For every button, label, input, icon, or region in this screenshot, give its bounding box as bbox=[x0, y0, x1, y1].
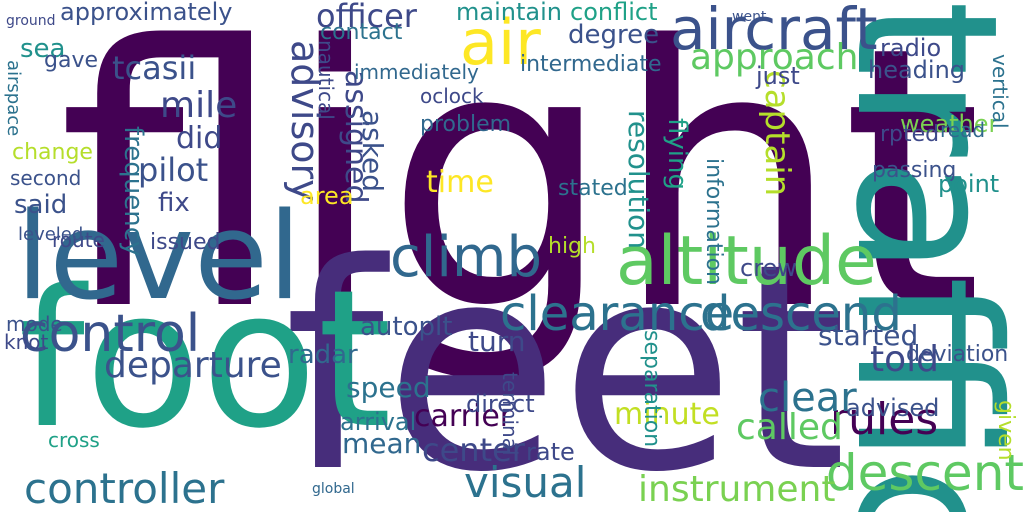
word-autoplt: autoplt bbox=[360, 312, 453, 342]
word-deviation: deviation bbox=[906, 342, 1009, 367]
word-pilot: pilot bbox=[138, 151, 209, 189]
word-asked: asked bbox=[356, 110, 389, 192]
word-problem: problem bbox=[420, 112, 512, 137]
word-resolution: resolution bbox=[622, 110, 655, 250]
word-descent: descent bbox=[825, 444, 1024, 502]
word-heading: heading bbox=[868, 56, 966, 84]
word-captain: captain bbox=[757, 70, 797, 197]
word-area: area bbox=[300, 182, 354, 210]
word-mode: mode bbox=[6, 312, 63, 336]
word-carrier: carrier bbox=[414, 399, 513, 434]
word-radar: radar bbox=[288, 340, 358, 370]
word-fix: fix bbox=[158, 188, 190, 218]
word-read: read bbox=[940, 118, 986, 142]
word-frequency: frequency bbox=[118, 126, 148, 257]
word-level: level bbox=[16, 188, 302, 327]
word-said: said bbox=[14, 190, 68, 220]
word-terminal: terminal bbox=[498, 372, 522, 456]
word-mile: mile bbox=[160, 85, 238, 126]
word-did: did bbox=[176, 121, 223, 156]
word-crew: crew bbox=[740, 254, 797, 282]
word-control: control bbox=[20, 304, 201, 364]
word-global: global bbox=[312, 481, 355, 497]
word-aircraft: aircraft bbox=[670, 0, 878, 63]
word-immediately: immediately bbox=[354, 60, 479, 84]
word-told: told bbox=[870, 339, 939, 380]
word-instrument: instrument bbox=[638, 469, 836, 510]
word-tcasii: tcasii bbox=[112, 49, 197, 87]
word-advisory: advisory bbox=[283, 40, 327, 202]
word-advised: advised bbox=[846, 394, 940, 422]
word-descend: descend bbox=[700, 286, 902, 342]
word-stated: stated bbox=[558, 176, 628, 201]
word-foot: foot bbox=[18, 249, 392, 470]
word-rate: rate bbox=[526, 438, 575, 466]
word-arrival: arrival bbox=[340, 408, 417, 436]
word-time: time bbox=[426, 165, 494, 200]
word-information: information bbox=[701, 158, 726, 285]
word-sea: sea bbox=[20, 34, 66, 64]
word-high: high bbox=[548, 234, 596, 259]
word-flying: flying bbox=[662, 118, 692, 190]
word-started: started bbox=[818, 319, 919, 352]
word-rules: rules bbox=[830, 394, 939, 445]
word-clearance: clearance bbox=[500, 286, 735, 342]
word-officer: officer bbox=[316, 0, 417, 35]
word-feet: feet bbox=[284, 203, 847, 512]
word-conflict: conflict bbox=[570, 0, 658, 26]
word-departure: departure bbox=[104, 345, 282, 386]
word-intermediate: intermediate bbox=[520, 52, 662, 77]
word-clear: clear bbox=[758, 375, 857, 421]
word-approach: approach bbox=[690, 37, 859, 78]
word-climb: climb bbox=[390, 225, 543, 290]
word-altitude: altitude bbox=[616, 222, 877, 301]
word-approximately: approximately bbox=[60, 0, 233, 26]
word-just: just bbox=[756, 62, 800, 90]
word-leveled: leveled bbox=[18, 224, 84, 245]
word-called: called bbox=[736, 407, 843, 448]
word-change: change bbox=[12, 140, 93, 165]
word-route: route bbox=[52, 228, 105, 252]
word-controller: controller bbox=[24, 464, 225, 512]
word-oclock: oclock bbox=[420, 84, 484, 108]
word-airspace: airspace bbox=[3, 60, 24, 137]
word-weather: weather bbox=[900, 110, 999, 138]
word-turn: turn bbox=[468, 325, 526, 358]
word-assigned: assigned bbox=[338, 70, 373, 204]
word-vertical: vertical bbox=[988, 54, 1012, 129]
word-ground: ground bbox=[6, 13, 56, 29]
word-mean: mean bbox=[342, 427, 422, 460]
word-center: center bbox=[422, 431, 525, 469]
word-degree: degree bbox=[568, 20, 660, 50]
word-radio: radio bbox=[880, 34, 942, 62]
word-minute: minute bbox=[614, 397, 720, 432]
word-air: air bbox=[460, 6, 541, 79]
word-maintain: maintain bbox=[456, 0, 562, 26]
word-given: given bbox=[993, 400, 1018, 461]
word-issued: issued bbox=[150, 230, 221, 255]
word-separation: separation bbox=[639, 330, 664, 448]
word-traffic: traffic bbox=[813, 0, 1024, 512]
word-direct: direct bbox=[466, 390, 535, 418]
word-point: point bbox=[938, 170, 1000, 198]
word-cross: cross bbox=[48, 428, 100, 452]
word-speed: speed bbox=[346, 371, 431, 404]
word-second: second bbox=[10, 166, 82, 190]
word-knot: knot bbox=[4, 330, 49, 354]
word-flight: flight bbox=[58, 0, 983, 389]
word-contact: contact bbox=[320, 20, 403, 45]
word-went: went bbox=[732, 9, 767, 25]
word-gave: gave bbox=[44, 48, 99, 73]
word-nautical: nautical bbox=[314, 40, 338, 120]
word-passing: passing bbox=[872, 158, 957, 183]
word-visual: visual bbox=[464, 458, 587, 507]
word-rpted: rpted bbox=[880, 122, 940, 147]
